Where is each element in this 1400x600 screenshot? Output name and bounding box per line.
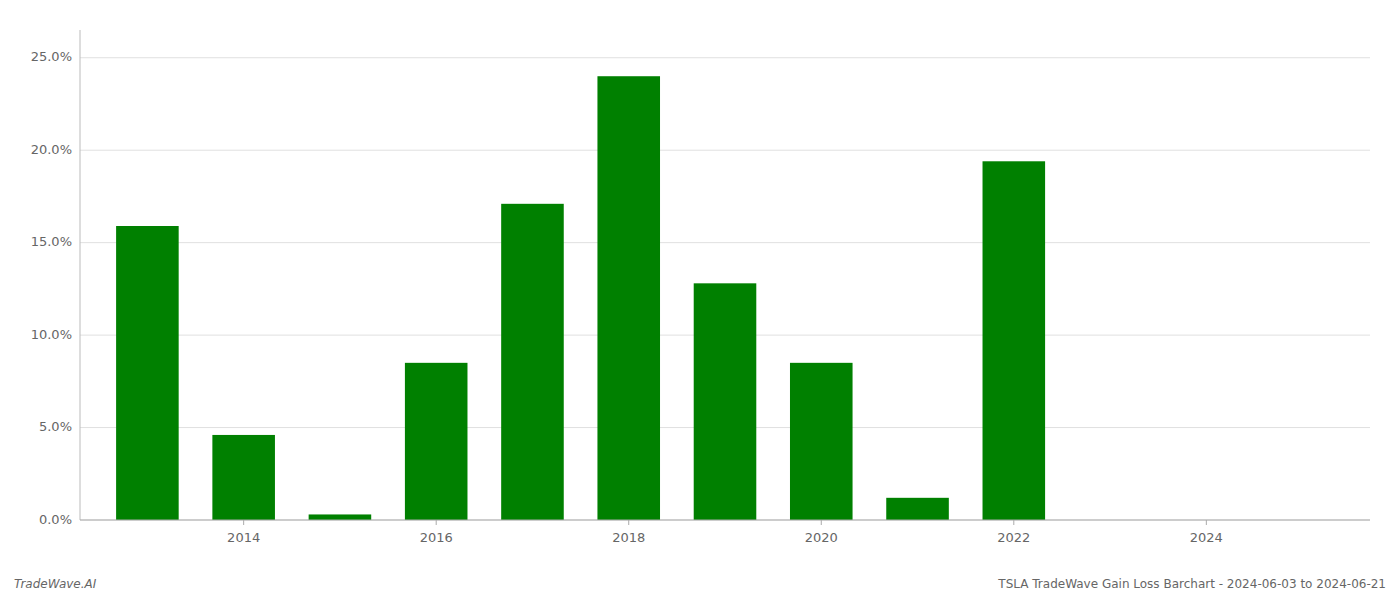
x-tick xyxy=(436,520,437,525)
footer-left: TradeWave.AI xyxy=(14,577,97,591)
footer-right: TSLA TradeWave Gain Loss Barchart - 2024… xyxy=(997,577,1386,591)
x-tick xyxy=(628,520,629,525)
bar xyxy=(405,363,468,520)
bar xyxy=(790,363,853,520)
grid-line xyxy=(80,520,1370,521)
y-grid xyxy=(80,58,1370,520)
x-tick xyxy=(821,520,822,525)
y-tick-label: 5.0% xyxy=(39,419,72,434)
x-tick xyxy=(243,520,244,525)
x-axis-line xyxy=(80,520,1370,521)
bar xyxy=(309,514,372,520)
bars xyxy=(116,76,1045,520)
x-tick-label: 2014 xyxy=(227,530,260,545)
y-tick-label: 10.0% xyxy=(31,327,72,342)
grid-line xyxy=(80,242,1370,243)
x-tick xyxy=(1206,520,1207,525)
bar xyxy=(694,283,757,520)
grid-line xyxy=(80,150,1370,151)
bar xyxy=(501,204,564,520)
bar xyxy=(212,435,275,520)
bar xyxy=(886,498,949,520)
grid-line xyxy=(80,57,1370,58)
x-tick-label: 2022 xyxy=(997,530,1030,545)
x-tick-label: 2020 xyxy=(805,530,838,545)
bar xyxy=(983,161,1046,520)
x-tick-label: 2024 xyxy=(1190,530,1223,545)
chart: 0.0% 5.0% 10.0% 15.0% 20.0% 25.0% 2014 2016 2018… xyxy=(0,0,1400,600)
bar xyxy=(597,76,660,520)
y-tick-label: 25.0% xyxy=(31,49,72,64)
x-tick-label: 2016 xyxy=(420,530,453,545)
y-tick-label: 15.0% xyxy=(31,234,72,249)
y-tick-label: 20.0% xyxy=(31,142,72,157)
bar xyxy=(116,226,179,520)
y-axis-line xyxy=(80,30,81,520)
x-tick-label: 2018 xyxy=(612,530,645,545)
x-tick xyxy=(1013,520,1014,525)
y-tick-label: 0.0% xyxy=(39,512,72,527)
